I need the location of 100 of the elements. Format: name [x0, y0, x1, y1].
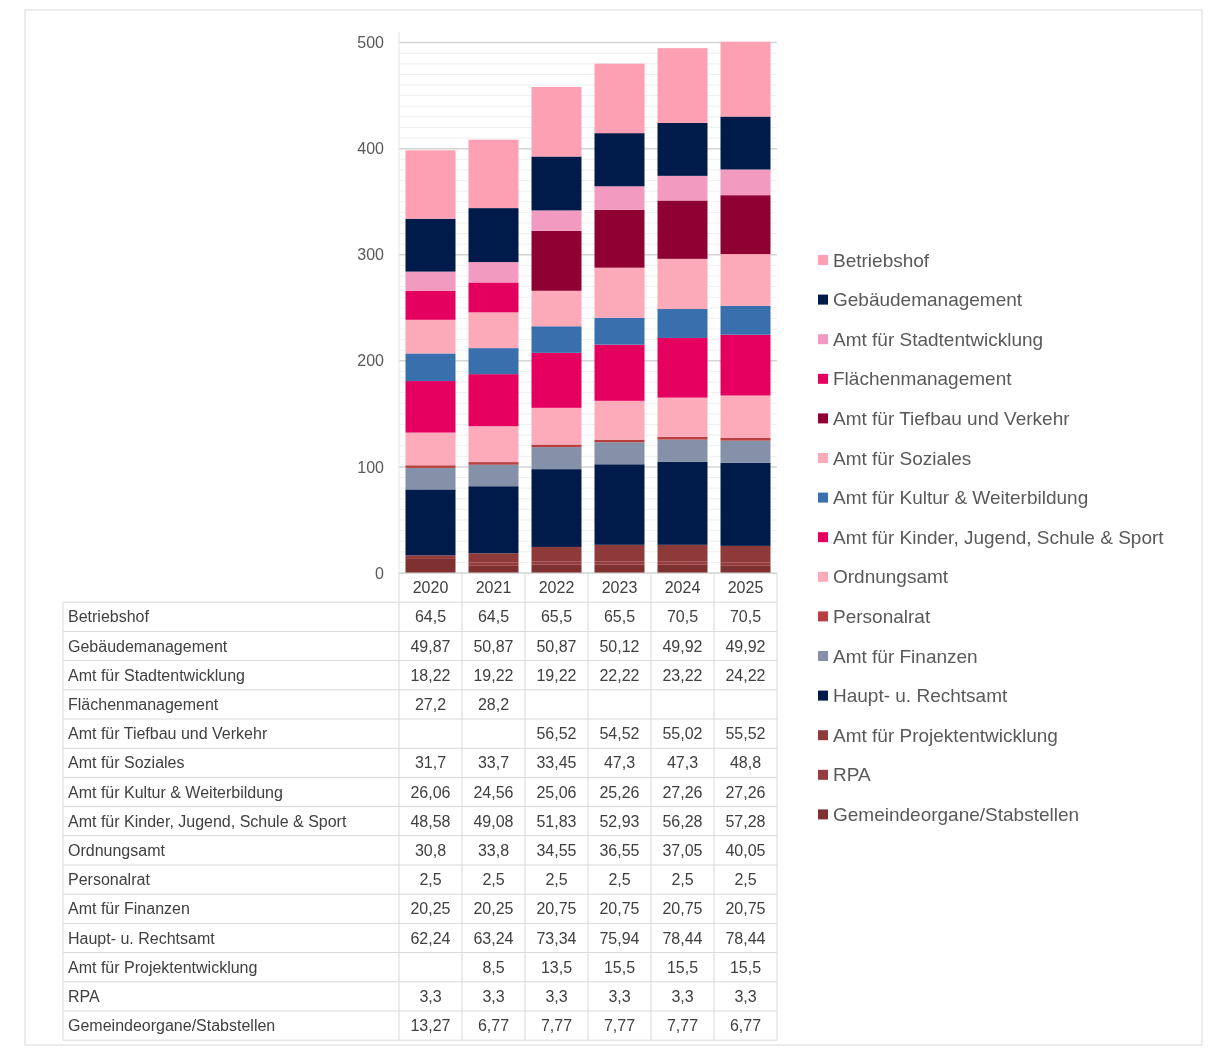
bar [657, 461, 708, 545]
bar [468, 139, 519, 209]
bar [531, 352, 582, 408]
bar [405, 271, 456, 291]
data-label: 3,3 [671, 988, 694, 1005]
bar [594, 63, 645, 134]
data-label: 25,06 [536, 783, 577, 801]
data-label: 33,45 [536, 754, 577, 772]
data-label: 22,22 [599, 666, 640, 684]
y-tick-label: 100 [357, 458, 385, 476]
data-label: 47,3 [603, 754, 636, 772]
data-label: 70,5 [666, 608, 699, 626]
bar [405, 465, 456, 468]
legend-label: Ordnungsamt [833, 566, 949, 588]
bar [468, 553, 519, 563]
bar [657, 200, 708, 259]
text: RPA [68, 988, 100, 1005]
data-label: 28,2 [477, 696, 510, 713]
text: Personalrat [68, 871, 150, 889]
legend-label: Amt für Projektentwicklung [833, 724, 1058, 746]
data-label: 27,26 [662, 783, 703, 801]
bar [720, 462, 771, 546]
data-label: 50,12 [599, 637, 640, 655]
bar [720, 116, 771, 170]
text: Amt für Tiefbau und Verkehr [68, 725, 268, 743]
bar [468, 374, 519, 427]
data-label: 54,52 [599, 725, 640, 743]
data-label: 15,5 [729, 958, 762, 976]
text: Amt für Kultur & Weiterbildung [68, 783, 283, 801]
data-label: 56,28 [662, 812, 703, 830]
bar [531, 156, 582, 211]
x-tick-label: 2022 [538, 579, 575, 597]
bar [720, 195, 771, 255]
data-label: 65,5 [540, 608, 573, 626]
legend-label: Flächenmanagement [833, 368, 1013, 390]
data-label: 7,77 [603, 1017, 636, 1035]
x-tick-label: 2023 [601, 579, 638, 597]
bar [594, 464, 645, 545]
legend-label: Amt für Kinder, Jugend, Schule & Sport [833, 526, 1165, 548]
x-tick-label: 2021 [475, 579, 512, 597]
legend-label: Gemeindeorgane/Stabstellen [833, 804, 1080, 826]
data-label: 33,8 [477, 842, 510, 859]
data-label: 78,44 [662, 929, 703, 947]
data-label: 52,93 [599, 812, 640, 830]
bar [468, 462, 519, 465]
data-label: 75,94 [599, 929, 640, 947]
data-label: 13,5 [540, 958, 573, 976]
data-label: 40,05 [725, 842, 766, 859]
bar [468, 486, 519, 554]
legend-label: Amt für Soziales [833, 447, 972, 469]
bar [531, 407, 582, 445]
data-label: 24,22 [725, 666, 766, 684]
data-label: 18,22 [410, 666, 451, 684]
legend-label: Haupt- u. Rechtsamt [833, 685, 1008, 707]
bar [720, 254, 771, 306]
data-label: 20,75 [599, 900, 640, 918]
bar [405, 381, 456, 433]
bar [531, 447, 582, 470]
data-label: 2,5 [608, 871, 631, 889]
data-label: 51,83 [536, 812, 577, 830]
legend-label: Amt für Kultur & Weiterbildung [833, 487, 1089, 509]
data-label: 3,3 [545, 988, 568, 1005]
data-label: 31,7 [414, 754, 447, 772]
bar [594, 442, 645, 465]
data-label: 2,5 [482, 871, 505, 889]
data-label: 20,75 [662, 900, 703, 918]
data-label: 23,22 [662, 666, 703, 684]
data-label: 3,3 [734, 988, 757, 1005]
data-label: 20,75 [536, 900, 577, 918]
bar [531, 546, 582, 562]
data-label: 34,55 [536, 842, 577, 859]
bar [531, 290, 582, 327]
text: Gemeindeorgane/Stabstellen [68, 1017, 276, 1035]
data-label: 48,8 [729, 754, 762, 772]
bar [405, 319, 456, 354]
bar [720, 305, 771, 335]
x-tick-label: 2025 [727, 579, 764, 597]
bar [468, 426, 519, 463]
bar [594, 544, 645, 562]
bar [405, 290, 456, 320]
text: Amt für Kinder, Jugend, Schule & Sport [68, 812, 347, 830]
bar [405, 555, 456, 559]
y-tick-label: 400 [357, 140, 385, 158]
data-label: 30,8 [414, 842, 447, 859]
data-label: 70,5 [729, 608, 762, 626]
bar [594, 133, 645, 187]
data-label: 6,77 [477, 1017, 510, 1035]
data-label: 6,77 [729, 1017, 762, 1035]
bar [531, 469, 582, 547]
data-label: 2,5 [545, 871, 568, 889]
bar [405, 150, 456, 219]
y-tick-label: 200 [357, 352, 385, 370]
bar [405, 353, 456, 382]
data-label: 20,75 [725, 900, 766, 918]
text: Flächenmanagement [68, 696, 219, 713]
text: Haupt- u. Rechtsamt [68, 929, 215, 947]
data-label: 15,5 [666, 958, 699, 976]
y-tick-label: 0 [375, 564, 385, 582]
data-label: 3,3 [608, 988, 631, 1005]
data-label: 36,55 [599, 842, 640, 859]
